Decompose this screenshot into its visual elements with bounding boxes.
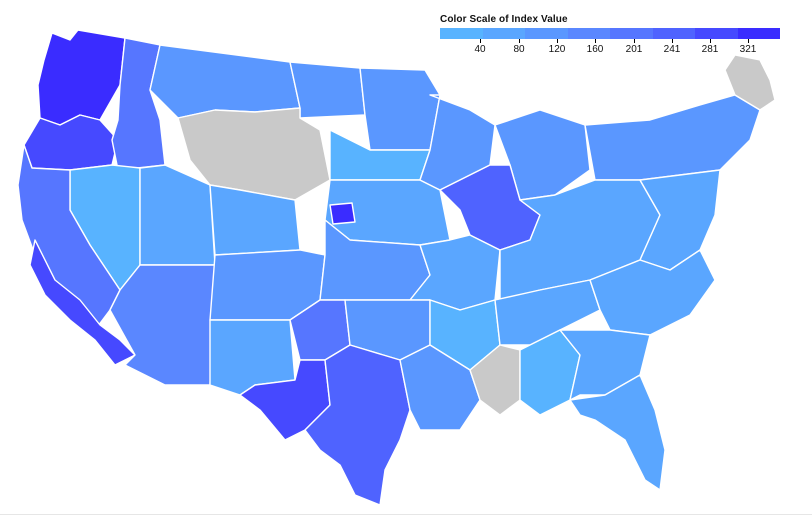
region-northeast [584,94,761,181]
legend-tick [480,39,481,43]
legend-swatch [440,28,483,39]
color-scale-legend: Color Scale of Index Value 40 80 120 160 201… [440,14,780,55]
legend-tick [519,39,520,43]
region-arizona [109,264,216,386]
legend-swatch [737,28,780,39]
region-carolinas [589,249,716,336]
bottom-divider [0,514,812,515]
legend-tick-label: 281 [701,44,719,55]
region-louisiana [399,344,481,431]
region-tennessee [494,279,601,346]
legend-swatch [525,28,568,39]
region-florida [569,374,666,491]
legend-swatch [482,28,525,39]
legend-tick-label: 321 [739,44,757,55]
region-utah [139,164,216,266]
region-minnesota [359,67,441,151]
region-wyoming [209,184,301,256]
legend-tick [672,39,673,43]
legend-title: Color Scale of Index Value [440,14,568,25]
legend-tick-label: 160 [586,44,604,55]
legend-tick-label: 80 [513,44,525,55]
legend-tick-label: 120 [548,44,566,55]
region-pacific-northwest [37,29,126,126]
legend-swatch [610,28,653,39]
legend-tick [557,39,558,43]
region-nebraska-hot [329,202,356,225]
region-north-dakota [289,61,366,119]
region-oregon-west [23,114,119,171]
legend-tick [634,39,635,43]
legend-tick-label: 40 [474,44,486,55]
legend-tick [595,39,596,43]
region-montana [149,44,301,119]
region-california [17,144,121,331]
legend-tick-label: 201 [625,44,643,55]
region-northern-plains-nodata [177,107,331,201]
legend-swatch [695,28,738,39]
legend-swatch [652,28,695,39]
region-new-england-nodata [724,54,776,111]
region-texas-south [304,344,411,506]
legend-tick [710,39,711,43]
legend-tick-label: 241 [663,44,681,55]
legend-swatch [567,28,610,39]
legend-axis: 40 80 120 160 201 241 281 321 [440,39,780,55]
legend-tick [748,39,749,43]
region-california-south [29,239,136,366]
legend-color-bar [440,28,780,39]
